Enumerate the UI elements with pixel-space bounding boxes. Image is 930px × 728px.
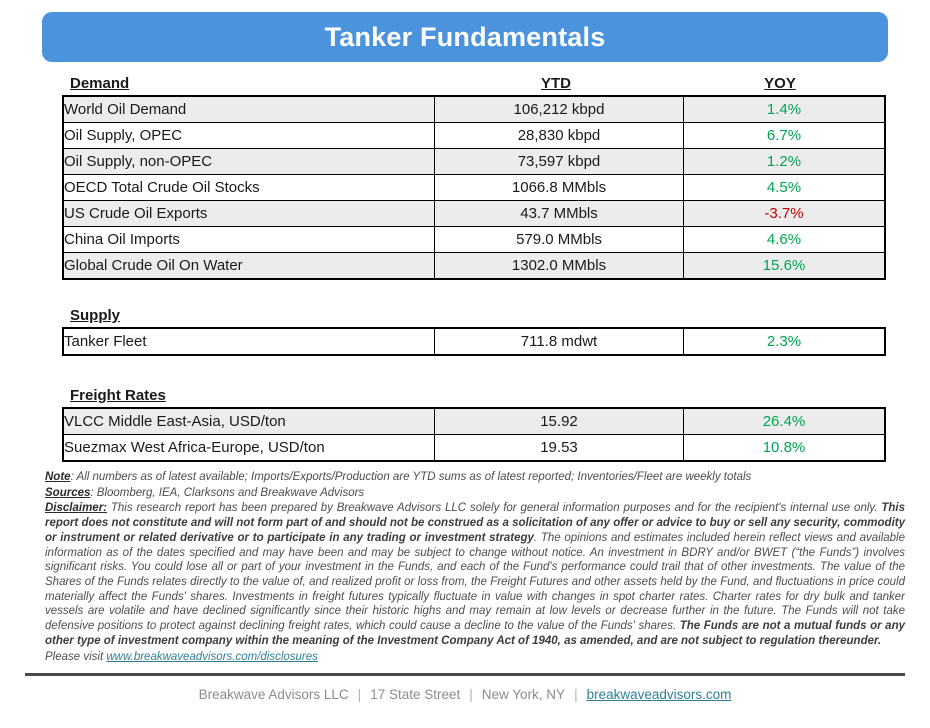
row-yoy-value: 15.6% bbox=[683, 252, 886, 280]
row-yoy-value: 1.2% bbox=[683, 148, 886, 175]
section-heading-freight-rates: Freight Rates bbox=[70, 387, 166, 404]
row-yoy-value: 2.3% bbox=[683, 327, 886, 356]
footer-company: Breakwave Advisors LLC bbox=[198, 687, 349, 703]
footer-separator: | bbox=[469, 687, 473, 703]
row-label: OECD Total Crude Oil Stocks bbox=[62, 174, 435, 201]
visit-line: Please visit www.breakwaveadvisors.com/d… bbox=[45, 650, 905, 665]
sources-text: : Bloomberg, IEA, Clarksons and Breakwav… bbox=[90, 486, 365, 499]
table-row: VLCC Middle East-Asia, USD/ton 15.92 26.4% bbox=[62, 407, 886, 435]
footer-divider bbox=[25, 673, 905, 677]
row-ytd-value: 15.92 bbox=[434, 407, 684, 435]
disclaimer-bold-segment: The Funds are not a mutual funds or any … bbox=[45, 620, 905, 647]
row-yoy-value: -3.7% bbox=[683, 200, 886, 227]
row-ytd-value: 106,212 kbpd bbox=[434, 95, 684, 123]
row-ytd-value: 579.0 MMbls bbox=[434, 226, 684, 253]
row-ytd-value: 1066.8 MMbls bbox=[434, 174, 684, 201]
supply-heading-row: Supply bbox=[62, 307, 880, 324]
row-ytd-value: 19.53 bbox=[434, 434, 684, 462]
note-text: : All numbers as of latest available; Im… bbox=[70, 471, 752, 483]
row-yoy-value: 10.8% bbox=[683, 434, 886, 462]
freight-rates-table: VLCC Middle East-Asia, USD/ton 15.92 26.4%… bbox=[62, 407, 886, 462]
row-ytd-value: 28,830 kbpd bbox=[434, 122, 684, 149]
row-label: Oil Supply, OPEC bbox=[62, 122, 435, 149]
disclosures-link[interactable]: www.breakwaveadvisors.com/disclosures bbox=[106, 650, 318, 663]
col-heading-yoy: YOY bbox=[764, 75, 796, 92]
table-row: Suezmax West Africa-Europe, USD/ton 19.53… bbox=[62, 434, 886, 462]
section-heading-supply: Supply bbox=[70, 307, 121, 324]
footer: Breakwave Advisors LLC | 17 State Street | N… bbox=[0, 687, 930, 702]
row-ytd-value: 43.7 MMbls bbox=[434, 200, 684, 227]
section-heading-demand: Demand bbox=[70, 75, 130, 92]
demand-table: World Oil Demand 106,212 kbpd 1.4% Oil Supp… bbox=[62, 95, 886, 280]
footer-address: 17 State Street bbox=[370, 687, 461, 703]
table-row: Tanker Fleet 711.8 mdwt 2.3% bbox=[62, 327, 886, 356]
row-label: Suezmax West Africa-Europe, USD/ton bbox=[62, 434, 435, 462]
row-yoy-value: 1.4% bbox=[683, 95, 886, 123]
title-banner: Tanker Fundamentals bbox=[42, 12, 888, 62]
table-row: China Oil Imports 579.0 MMbls 4.6% bbox=[62, 226, 886, 253]
disclaimer-segment: This research report has been prepared b… bbox=[107, 502, 882, 515]
col-heading-ytd: YTD bbox=[541, 75, 571, 92]
section-supply: Supply Tanker Fleet 711.8 mdwt 2.3% bbox=[62, 307, 886, 356]
report-body: Demand YTD YOY World Oil Demand 106,212 k… bbox=[62, 75, 886, 462]
footer-separator: | bbox=[574, 687, 578, 703]
note-label: Note bbox=[45, 471, 71, 483]
demand-heading-row: Demand YTD YOY bbox=[62, 75, 880, 92]
table-row: Oil Supply, non-OPEC 73,597 kbpd 1.2% bbox=[62, 148, 886, 175]
row-yoy-value: 26.4% bbox=[683, 407, 886, 435]
table-row: OECD Total Crude Oil Stocks 1066.8 MMbls 4… bbox=[62, 174, 886, 201]
visit-text: Please visit bbox=[45, 650, 107, 663]
table-row: US Crude Oil Exports 43.7 MMbls -3.7% bbox=[62, 200, 886, 227]
row-label: Tanker Fleet bbox=[62, 327, 435, 356]
row-yoy-value: 4.5% bbox=[683, 174, 886, 201]
row-label: Oil Supply, non-OPEC bbox=[62, 148, 435, 175]
row-label: China Oil Imports bbox=[62, 226, 435, 253]
footer-website-link[interactable]: breakwaveadvisors.com bbox=[586, 687, 732, 703]
row-ytd-value: 1302.0 MMbls bbox=[434, 252, 684, 280]
row-ytd-value: 73,597 kbpd bbox=[434, 148, 684, 175]
disclaimer-segment: . The opinions and estimates included he… bbox=[45, 531, 905, 633]
disclaimer-text: Disclaimer: This research report has bee… bbox=[45, 501, 905, 648]
row-ytd-value: 711.8 mdwt bbox=[434, 327, 684, 356]
footer-city: New York, NY bbox=[481, 687, 566, 703]
notes-block: Note: All numbers as of latest available… bbox=[45, 470, 905, 664]
page-title: Tanker Fundamentals bbox=[324, 21, 606, 52]
section-freight-rates: Freight Rates VLCC Middle East-Asia, USD… bbox=[62, 387, 886, 462]
row-label: Global Crude Oil On Water bbox=[62, 252, 435, 280]
sources-line: Sources: Bloomberg, IEA, Clarksons and B… bbox=[45, 486, 905, 501]
note-line: Note: All numbers as of latest available… bbox=[45, 470, 905, 485]
freight-heading-row: Freight Rates bbox=[62, 387, 880, 404]
table-row: Oil Supply, OPEC 28,830 kbpd 6.7% bbox=[62, 122, 886, 149]
row-label: World Oil Demand bbox=[62, 95, 435, 123]
table-row: World Oil Demand 106,212 kbpd 1.4% bbox=[62, 95, 886, 123]
sources-label: Sources bbox=[45, 486, 91, 499]
row-label: VLCC Middle East-Asia, USD/ton bbox=[62, 407, 435, 435]
supply-table: Tanker Fleet 711.8 mdwt 2.3% bbox=[62, 327, 886, 356]
row-yoy-value: 6.7% bbox=[683, 122, 886, 149]
disclaimer-label: Disclaimer: bbox=[45, 502, 108, 515]
disclaimer-bold-segment: This report does not constitute and will… bbox=[45, 502, 905, 544]
row-label: US Crude Oil Exports bbox=[62, 200, 435, 227]
table-row: Global Crude Oil On Water 1302.0 MMbls 15.… bbox=[62, 252, 886, 280]
footer-separator: | bbox=[357, 687, 362, 703]
row-yoy-value: 4.6% bbox=[683, 226, 886, 253]
section-demand: Demand YTD YOY World Oil Demand 106,212 k… bbox=[62, 75, 886, 280]
